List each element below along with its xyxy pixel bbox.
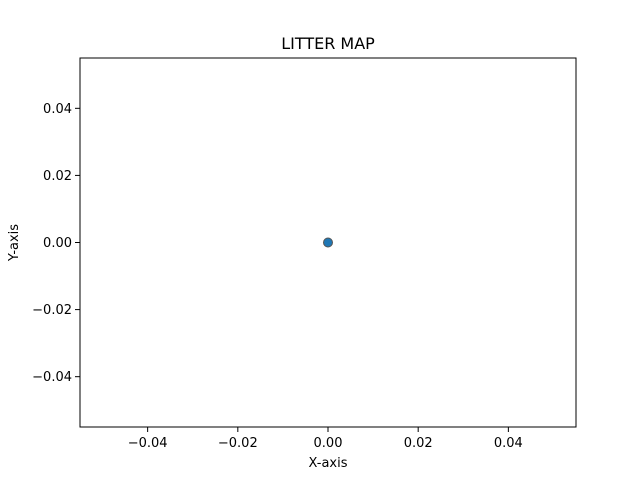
y-tick-label: −0.04 xyxy=(32,370,72,385)
x-ticks: −0.04 −0.02 0.00 0.02 0.04 xyxy=(128,427,523,451)
x-tick-label: −0.02 xyxy=(218,436,258,451)
x-tick-label: 0.02 xyxy=(404,436,433,451)
y-ticks: −0.04 −0.02 0.00 0.02 0.04 xyxy=(32,102,80,385)
x-tick-label: −0.04 xyxy=(128,436,168,451)
y-tick-label: 0.04 xyxy=(43,102,72,117)
x-tick-label: 0.04 xyxy=(494,436,523,451)
y-tick-label: −0.02 xyxy=(32,303,72,318)
plot-area-frame xyxy=(79,57,577,428)
y-tick-label: 0.02 xyxy=(43,169,72,184)
chart-title: LITTER MAP xyxy=(281,34,375,53)
scatter-points xyxy=(323,237,333,248)
y-tick-label: 0.00 xyxy=(43,236,72,251)
scatter-point xyxy=(323,237,333,248)
x-tick-label: 0.00 xyxy=(314,436,343,451)
x-axis-label: X-axis xyxy=(309,456,348,471)
y-axis-label: Y-axis xyxy=(7,224,22,262)
